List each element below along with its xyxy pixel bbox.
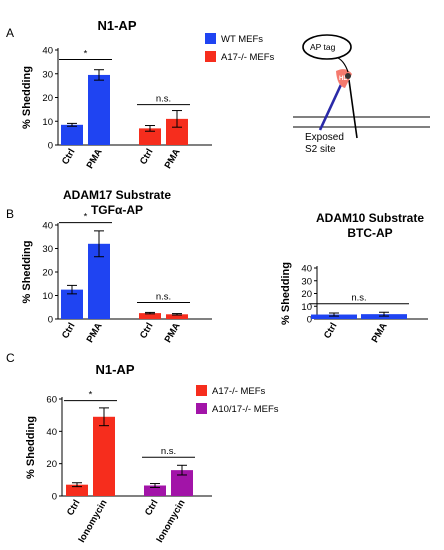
y-tick-label: 20 — [46, 459, 57, 470]
y-tick-label: 40 — [301, 264, 312, 275]
significance-label: * — [89, 390, 93, 401]
chart-subtitle: TGFα-AP — [91, 203, 143, 217]
significance-label: * — [84, 49, 88, 60]
y-tick-label: 40 — [46, 427, 57, 438]
exposed-site-label-2: S2 site — [305, 144, 336, 155]
legend-label: A17-/- MEFs — [221, 52, 275, 63]
bar — [166, 118, 188, 145]
legend-label: A10/17-/- MEFs — [212, 404, 279, 415]
y-axis-label: % Shedding — [21, 66, 33, 129]
x-tick-label: Ctrl — [65, 498, 83, 518]
bar — [61, 289, 83, 319]
panel-letter-a: A — [6, 26, 14, 40]
x-tick-label: Ctrl — [138, 321, 156, 341]
y-axis-label: % Shedding — [280, 262, 292, 325]
significance-label: * — [84, 212, 88, 223]
ap-tag-label: AP tag — [310, 42, 336, 52]
exposed-site-label-1: Exposed — [305, 132, 344, 143]
x-tick-label: Ctrl — [138, 147, 156, 167]
chart-title: ADAM17 Substrate — [63, 188, 171, 202]
chart-a: N1-AP % Shedding 0 10 20 30 40 Ctrl PMA Ctrl PMA * n… — [21, 18, 275, 171]
ap-tag-oval — [302, 34, 352, 60]
chart-subtitle: BTC-AP — [347, 226, 392, 240]
y-tick-label: 10 — [301, 302, 312, 313]
legend-label: WT MEFs — [221, 34, 263, 45]
bar — [171, 470, 193, 496]
x-tick-label: Ctrl — [322, 321, 340, 341]
hd-label: HD — [339, 76, 348, 82]
x-tick-label: PMA — [85, 147, 105, 171]
y-tick-label: 10 — [42, 117, 53, 128]
significance-label: n.s. — [161, 446, 176, 457]
panel-letter-b: B — [6, 207, 14, 221]
bar — [139, 313, 161, 319]
bar — [88, 243, 110, 319]
x-tick-label: PMA — [370, 321, 390, 345]
bar — [66, 484, 88, 496]
y-tick-label: 0 — [52, 492, 57, 503]
y-tick-label: 40 — [42, 221, 53, 232]
x-tick-label: Ctrl — [60, 147, 78, 167]
s2-site-dot — [345, 73, 351, 79]
legend-swatch — [205, 33, 216, 44]
chart-title: N1-AP — [95, 362, 134, 377]
y-tick-label: 30 — [42, 69, 53, 80]
x-tick-label: PMA — [85, 321, 105, 345]
y-tick-label: 20 — [42, 93, 53, 104]
chart-title: ADAM10 Substrate — [316, 211, 424, 225]
bar — [311, 314, 357, 319]
y-tick-label: 20 — [42, 268, 53, 279]
y-axis-label: % Shedding — [25, 416, 37, 479]
y-tick-label: 60 — [46, 395, 57, 406]
x-tick-label: Ctrl — [60, 321, 78, 341]
significance-label: n.s. — [156, 292, 171, 303]
legend-swatch — [196, 403, 207, 414]
x-tick-label: PMA — [163, 321, 183, 345]
y-tick-label: 40 — [42, 46, 53, 57]
y-tick-label: 30 — [42, 244, 53, 255]
y-tick-label: 0 — [48, 315, 53, 326]
receptor-stem — [348, 79, 358, 139]
y-tick-label: 0 — [307, 315, 312, 326]
x-tick-label: Ctrl — [143, 498, 161, 518]
y-tick-label: 20 — [301, 289, 312, 300]
bar — [361, 314, 407, 319]
bar — [88, 74, 110, 145]
x-tick-label: PMA — [163, 147, 183, 171]
panel-letter-c: C — [6, 351, 15, 365]
bar — [144, 485, 166, 496]
significance-label: n.s. — [156, 94, 171, 105]
y-tick-label: 0 — [48, 141, 53, 152]
significance-label: n.s. — [351, 293, 366, 304]
y-tick-label: 10 — [42, 291, 53, 302]
bar — [93, 416, 115, 496]
y-tick-label: 30 — [301, 276, 312, 287]
chart-title: N1-AP — [97, 18, 136, 33]
bar — [166, 314, 188, 319]
legend-label: A17-/- MEFs — [212, 386, 266, 397]
bar — [139, 128, 161, 145]
legend-swatch — [205, 51, 216, 62]
construct-diagram: HD AP tag Exposed S2 site — [293, 34, 430, 155]
y-axis-label: % Shedding — [21, 241, 33, 304]
bar — [61, 124, 83, 145]
legend-swatch — [196, 385, 207, 396]
